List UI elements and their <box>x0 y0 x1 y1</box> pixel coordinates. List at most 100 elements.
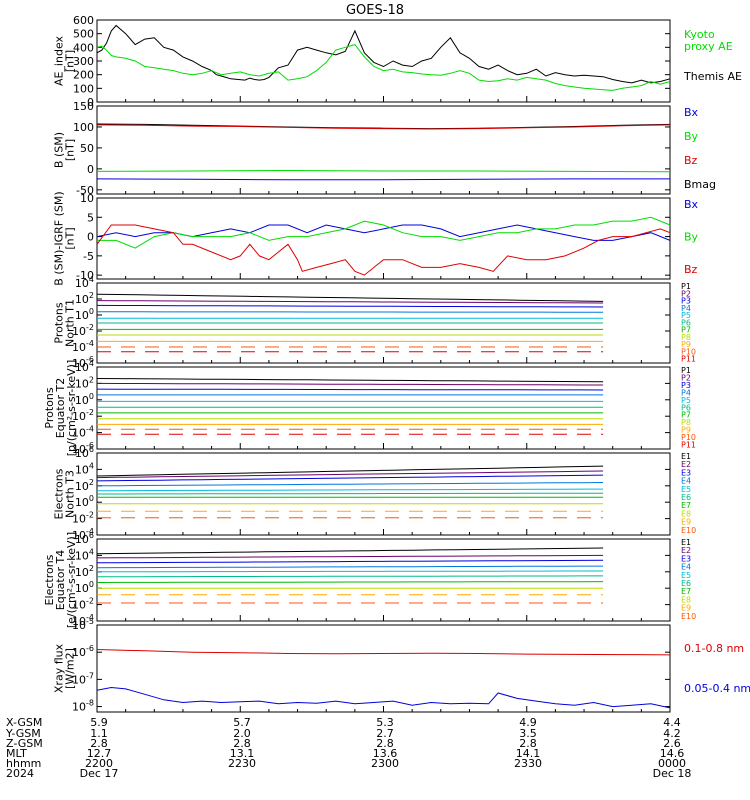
y-tick-label: 5 <box>87 211 94 224</box>
y-axis-label: AE_index <box>53 35 66 86</box>
footer-value: 2300 <box>371 757 399 770</box>
channel-e1 <box>96 547 604 555</box>
footer-value: 2330 <box>514 757 542 770</box>
legend-entry: 0.05-0.4 nm <box>684 682 750 695</box>
y-axis-label: [nT] <box>64 227 77 249</box>
y-axis-label: [p/(cm²-s-sr-keV)] <box>65 360 78 457</box>
legend-label: E6 <box>681 493 691 502</box>
legend-label: E2 <box>681 460 691 469</box>
series-0-05-0-4-nm <box>96 686 671 709</box>
channel-p2 <box>96 300 604 304</box>
y-axis-label: Electrons <box>43 554 56 605</box>
channel-e6 <box>97 492 604 495</box>
legend-label: P3 <box>681 381 691 390</box>
legend-label: E10 <box>681 526 696 535</box>
legend-entry: proxy AE <box>684 40 733 53</box>
panels: 0100200300400500600AE_index[nT]Kyotoprox… <box>43 14 750 714</box>
footer-value: 4.4 <box>663 716 681 729</box>
legend-label: E3 <box>681 468 691 477</box>
y-tick-label: 102 <box>75 291 94 306</box>
legend-label: P3 <box>681 297 691 306</box>
panel-frame <box>96 19 671 103</box>
channel-p1 <box>96 293 604 302</box>
series-bz <box>96 224 671 276</box>
legend-entry: Bmag <box>684 178 716 191</box>
y-tick-label: 100 <box>75 494 94 509</box>
series-bx <box>96 178 670 181</box>
y-tick-label: 0 <box>87 231 94 244</box>
legend-label: P10 <box>681 347 696 356</box>
y-axis-label: Electrons <box>53 468 66 519</box>
channel-e1 <box>96 465 604 477</box>
legend-label: E9 <box>681 518 691 527</box>
y-tick-label: 400 <box>73 41 94 54</box>
y-axis-label: Xray flux <box>53 643 66 693</box>
y-tick-label: 102 <box>75 478 94 493</box>
footer-value: 13.6 <box>373 747 398 760</box>
y-axis-label: North T3 <box>64 470 77 518</box>
y-tick-label: -50 <box>76 184 94 197</box>
y-axis-label: Protons <box>43 387 56 428</box>
footer-value: 13.1 <box>230 747 255 760</box>
legend-label: E7 <box>681 587 691 596</box>
legend-label: E9 <box>681 604 691 613</box>
legend-label: P9 <box>681 426 691 435</box>
footer-row-label: hhmm <box>6 757 41 770</box>
legend-label: P1 <box>681 366 691 375</box>
legend-label: P6 <box>681 318 691 327</box>
legend-label: P8 <box>681 333 691 342</box>
footer-value: 5.3 <box>376 716 394 729</box>
legend-entry: Bz <box>684 154 698 167</box>
legend-label: P7 <box>681 411 691 420</box>
series-0-1-0-8-nm <box>96 649 671 656</box>
channel-e2 <box>96 554 604 559</box>
legend-label: E5 <box>681 485 691 494</box>
footer-row-label: MLT <box>6 747 27 760</box>
y-tick-label: 500 <box>73 28 94 41</box>
channel-e4 <box>96 482 604 487</box>
legend-label: P8 <box>681 418 691 427</box>
legend-entry: Themis AE <box>683 70 742 83</box>
legend-label: P4 <box>681 304 691 313</box>
footer-row-label: Z-GSM <box>6 737 43 750</box>
footer-value: 2.8 <box>519 737 537 750</box>
series-by <box>96 169 671 173</box>
y-axis-label: North T1 <box>64 299 77 347</box>
footer-value: 14.1 <box>516 747 541 760</box>
footer-value: 3.5 <box>519 727 537 740</box>
footer-value: Dec 18 <box>653 767 692 780</box>
legend-entry: 0.1-0.8 nm <box>684 642 744 655</box>
y-tick-label: -10 <box>76 269 94 282</box>
legend-label: P5 <box>681 311 691 320</box>
channel-e5 <box>97 488 604 492</box>
footer-value: 2230 <box>228 757 256 770</box>
y-axis-label: [W/m2] <box>64 648 77 689</box>
channel-e7 <box>96 581 604 583</box>
legend-entry: Bz <box>684 263 698 276</box>
series-bx <box>96 224 671 241</box>
legend-label: E7 <box>681 501 691 510</box>
footer-value: 14.6 <box>660 747 685 760</box>
legend-label: P9 <box>681 340 691 349</box>
legend-label: P2 <box>681 289 691 298</box>
y-tick-label: 10-8 <box>72 699 94 714</box>
footer-row-label: 2024 <box>6 767 34 780</box>
legend-label: P1 <box>681 282 691 291</box>
legend-label: E2 <box>681 546 691 555</box>
legend-label: P10 <box>681 433 696 442</box>
y-tick-label: 10-5 <box>72 617 94 632</box>
panel-bdiff: -10 -5 0 5 10 B (SM)-IGRF (SM)[nT] Bx By Bz <box>53 191 699 285</box>
y-tick-label: -5 <box>83 250 94 263</box>
y-tick-label: 100 <box>75 307 94 322</box>
footer-value: 2.8 <box>233 737 251 750</box>
legend-entry: Bx <box>684 106 699 119</box>
legend-label: P7 <box>681 326 691 335</box>
y-tick-label: 100 <box>73 82 94 95</box>
footer-value: 4.2 <box>663 727 681 740</box>
